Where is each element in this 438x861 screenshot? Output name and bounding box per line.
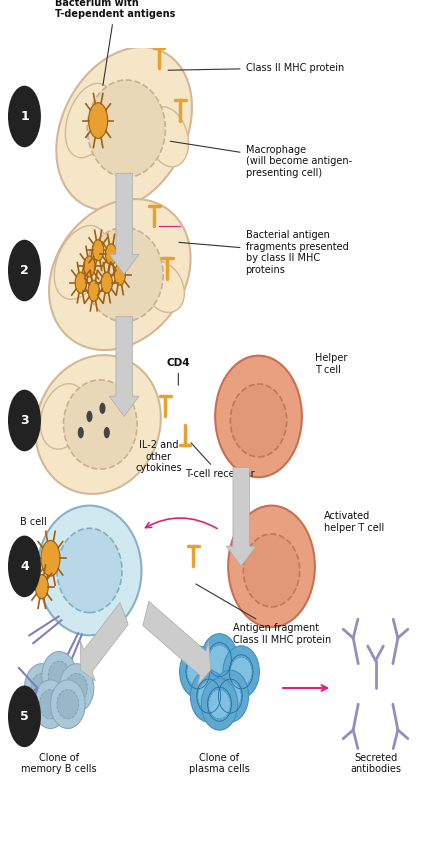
Text: Bacterial antigen
fragments presented
by class II MHC
proteins: Bacterial antigen fragments presented by… bbox=[179, 230, 347, 275]
Circle shape bbox=[114, 264, 125, 285]
Circle shape bbox=[92, 239, 103, 261]
Ellipse shape bbox=[59, 664, 94, 712]
Circle shape bbox=[86, 411, 92, 422]
Text: IL-2 and
other
cytokines: IL-2 and other cytokines bbox=[135, 440, 182, 474]
Ellipse shape bbox=[141, 261, 184, 313]
Ellipse shape bbox=[56, 47, 191, 210]
Text: 3: 3 bbox=[20, 414, 29, 427]
Circle shape bbox=[8, 86, 41, 147]
FancyArrow shape bbox=[226, 468, 255, 567]
Ellipse shape bbox=[40, 384, 86, 449]
Text: Macrophage
(will become antigen-
presenting cell): Macrophage (will become antigen- present… bbox=[170, 141, 351, 178]
Ellipse shape bbox=[190, 670, 226, 722]
Circle shape bbox=[88, 102, 107, 139]
Ellipse shape bbox=[31, 673, 53, 703]
Ellipse shape bbox=[243, 534, 299, 607]
Ellipse shape bbox=[230, 657, 251, 686]
Circle shape bbox=[78, 427, 84, 438]
Text: Activated
helper T cell: Activated helper T cell bbox=[323, 511, 383, 533]
Ellipse shape bbox=[33, 680, 67, 728]
Ellipse shape bbox=[228, 505, 314, 627]
Circle shape bbox=[8, 239, 41, 301]
Ellipse shape bbox=[208, 645, 230, 674]
Text: Clone of
plasma cells: Clone of plasma cells bbox=[189, 753, 249, 774]
Circle shape bbox=[35, 574, 48, 598]
Ellipse shape bbox=[54, 226, 107, 300]
Ellipse shape bbox=[223, 646, 259, 697]
Text: 2: 2 bbox=[20, 264, 29, 277]
Circle shape bbox=[88, 280, 99, 301]
Ellipse shape bbox=[49, 199, 190, 350]
Circle shape bbox=[103, 427, 110, 438]
Circle shape bbox=[105, 244, 117, 265]
Ellipse shape bbox=[37, 505, 141, 635]
Ellipse shape bbox=[64, 380, 137, 469]
Circle shape bbox=[101, 272, 112, 294]
FancyArrow shape bbox=[142, 601, 210, 685]
Circle shape bbox=[75, 272, 86, 294]
Ellipse shape bbox=[48, 661, 70, 691]
Ellipse shape bbox=[219, 682, 240, 710]
Ellipse shape bbox=[65, 673, 87, 703]
FancyArrow shape bbox=[109, 317, 139, 417]
Ellipse shape bbox=[230, 384, 286, 457]
Ellipse shape bbox=[187, 657, 208, 686]
Ellipse shape bbox=[65, 84, 113, 158]
Text: Clone of
memory B cells: Clone of memory B cells bbox=[21, 753, 97, 774]
Ellipse shape bbox=[25, 664, 59, 712]
Ellipse shape bbox=[50, 680, 85, 728]
Text: Helper
T cell: Helper T cell bbox=[314, 353, 346, 375]
Text: Class II MHC protein: Class II MHC protein bbox=[168, 63, 343, 73]
Text: CD4: CD4 bbox=[166, 358, 190, 385]
Circle shape bbox=[41, 541, 60, 576]
Ellipse shape bbox=[57, 690, 78, 719]
FancyArrow shape bbox=[109, 173, 139, 275]
Text: 5: 5 bbox=[20, 709, 29, 723]
Circle shape bbox=[8, 685, 41, 747]
Ellipse shape bbox=[39, 690, 61, 719]
Ellipse shape bbox=[208, 690, 230, 719]
FancyArrow shape bbox=[80, 603, 128, 681]
Text: T-cell receptor: T-cell receptor bbox=[184, 443, 254, 479]
Ellipse shape bbox=[215, 356, 301, 477]
Circle shape bbox=[99, 403, 105, 414]
Text: 1: 1 bbox=[20, 110, 29, 123]
Ellipse shape bbox=[87, 80, 165, 177]
Circle shape bbox=[8, 390, 41, 451]
Ellipse shape bbox=[42, 652, 76, 700]
Text: Antigen fragment
Class II MHC protein: Antigen fragment Class II MHC protein bbox=[195, 584, 330, 645]
Ellipse shape bbox=[212, 670, 248, 722]
Ellipse shape bbox=[146, 107, 188, 167]
Text: Bacterium with
T-dependent antigens: Bacterium with T-dependent antigens bbox=[55, 0, 175, 85]
Ellipse shape bbox=[201, 634, 237, 685]
Ellipse shape bbox=[57, 529, 122, 612]
Ellipse shape bbox=[35, 355, 160, 494]
Ellipse shape bbox=[198, 682, 219, 710]
Circle shape bbox=[84, 256, 95, 277]
Ellipse shape bbox=[179, 646, 215, 697]
Text: B cell: B cell bbox=[20, 517, 47, 527]
Text: 4: 4 bbox=[20, 560, 29, 573]
Ellipse shape bbox=[85, 227, 163, 321]
Ellipse shape bbox=[201, 678, 237, 730]
Text: Secreted
antibodies: Secreted antibodies bbox=[349, 753, 400, 774]
Circle shape bbox=[8, 536, 41, 598]
